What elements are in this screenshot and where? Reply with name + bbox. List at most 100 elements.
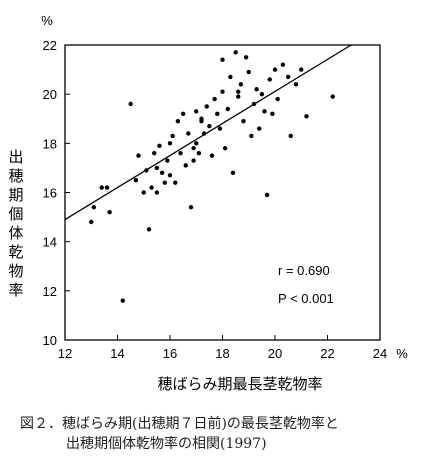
data-point xyxy=(162,180,167,185)
data-point xyxy=(159,170,165,176)
data-point xyxy=(104,185,110,190)
data-point xyxy=(173,180,178,185)
data-point xyxy=(267,77,272,82)
data-point xyxy=(288,133,293,139)
x-tick-label: 16 xyxy=(163,346,177,361)
data-point xyxy=(146,227,152,232)
data-point xyxy=(215,111,220,117)
data-point xyxy=(149,185,154,190)
data-point xyxy=(89,219,94,225)
data-point xyxy=(209,153,215,158)
data-point xyxy=(225,106,230,112)
data-point xyxy=(243,55,249,60)
data-point xyxy=(180,111,186,117)
data-point xyxy=(194,109,199,114)
data-point xyxy=(272,67,278,72)
x-axis-label: 穂ばらみ期最長茎乾物率 xyxy=(157,375,323,393)
y-tick-label: 22 xyxy=(43,38,57,53)
figure-caption: 図２．穂ばらみ期(出穂期７日前)の最長茎乾物率と 出穂期個体乾物率の相関(199… xyxy=(20,414,430,454)
data-point xyxy=(246,69,251,75)
data-point xyxy=(264,192,270,198)
data-point xyxy=(204,104,209,109)
data-point xyxy=(152,150,157,156)
data-point xyxy=(230,170,236,176)
data-point xyxy=(201,131,207,136)
data-point xyxy=(186,131,191,136)
data-point xyxy=(233,50,238,55)
data-point xyxy=(299,67,304,72)
data-point xyxy=(249,133,254,139)
data-point xyxy=(236,89,241,94)
x-tick-label: 14 xyxy=(110,346,124,361)
regression-line xyxy=(64,44,352,221)
data-point xyxy=(191,146,196,151)
data-point xyxy=(120,298,125,303)
data-point xyxy=(304,114,309,119)
data-point xyxy=(236,94,241,99)
x-tick-label: 24 xyxy=(373,346,387,361)
data-point xyxy=(157,143,162,148)
data-point xyxy=(262,109,267,114)
data-point xyxy=(154,165,160,171)
data-point xyxy=(241,119,246,124)
data-point xyxy=(194,141,199,146)
data-point xyxy=(107,209,112,215)
data-point xyxy=(154,190,160,195)
data-point xyxy=(128,101,133,107)
y-tick-label: 16 xyxy=(43,186,57,201)
caption-line-1: 図２．穂ばらみ期(出穂期７日前)の最長茎乾物率と xyxy=(20,416,339,432)
data-point xyxy=(141,190,146,195)
y-tick-label: 12 xyxy=(43,284,57,299)
data-point xyxy=(144,168,149,173)
y-tick-label: 20 xyxy=(43,87,57,102)
data-point xyxy=(196,150,202,156)
data-point xyxy=(285,74,291,80)
data-point xyxy=(207,123,212,129)
data-point xyxy=(228,74,233,80)
data-point xyxy=(238,82,244,87)
data-point xyxy=(270,111,275,117)
y-axis-label: 出穂期個体乾物率 xyxy=(8,148,24,299)
data-point xyxy=(165,158,170,163)
data-point xyxy=(170,133,175,139)
x-tick-label: 12 xyxy=(58,346,72,361)
data-point xyxy=(220,89,225,94)
data-point xyxy=(251,101,257,107)
data-point xyxy=(99,185,104,190)
data-point xyxy=(280,62,286,67)
x-tick-label: 18 xyxy=(215,346,229,361)
p-value: P < 0.001 xyxy=(278,291,334,306)
data-point xyxy=(212,96,217,102)
x-tick-label: 22 xyxy=(320,346,334,361)
data-point xyxy=(222,146,228,151)
data-point xyxy=(133,178,139,183)
data-point xyxy=(175,119,181,124)
y-tick-label: 18 xyxy=(43,136,57,151)
y-tick-label: 10 xyxy=(43,333,57,348)
data-point xyxy=(330,94,335,99)
data-point xyxy=(188,205,194,210)
y-unit-label: % xyxy=(41,13,53,28)
data-point xyxy=(183,163,188,168)
data-point xyxy=(167,173,173,178)
x-unit-label: % xyxy=(396,346,408,361)
caption-line-2: 出穂期個体乾物率の相関(1997) xyxy=(66,436,267,452)
data-point xyxy=(191,158,196,163)
data-point xyxy=(178,150,183,156)
data-point xyxy=(217,126,223,131)
y-tick-label: 14 xyxy=(43,235,57,250)
data-point xyxy=(293,82,299,87)
correlation-coefficient: r = 0.690 xyxy=(278,263,330,278)
data-point xyxy=(254,87,259,92)
data-point xyxy=(275,96,280,102)
data-point xyxy=(91,205,97,210)
data-point xyxy=(259,91,265,97)
data-point xyxy=(199,119,204,124)
data-point xyxy=(220,57,225,62)
x-tick-label: 20 xyxy=(268,346,282,361)
data-point xyxy=(136,153,141,158)
data-point xyxy=(167,141,173,146)
data-point xyxy=(257,126,262,131)
